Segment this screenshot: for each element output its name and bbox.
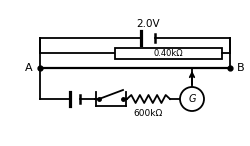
Text: B: B xyxy=(237,63,245,73)
Text: 600kΩ: 600kΩ xyxy=(134,110,163,119)
Bar xyxy=(115,47,222,59)
Text: 0.40kΩ: 0.40kΩ xyxy=(154,48,183,58)
Circle shape xyxy=(180,87,204,111)
Text: 2.0V: 2.0V xyxy=(136,19,160,29)
Text: A: A xyxy=(25,63,33,73)
Text: G: G xyxy=(188,94,196,104)
